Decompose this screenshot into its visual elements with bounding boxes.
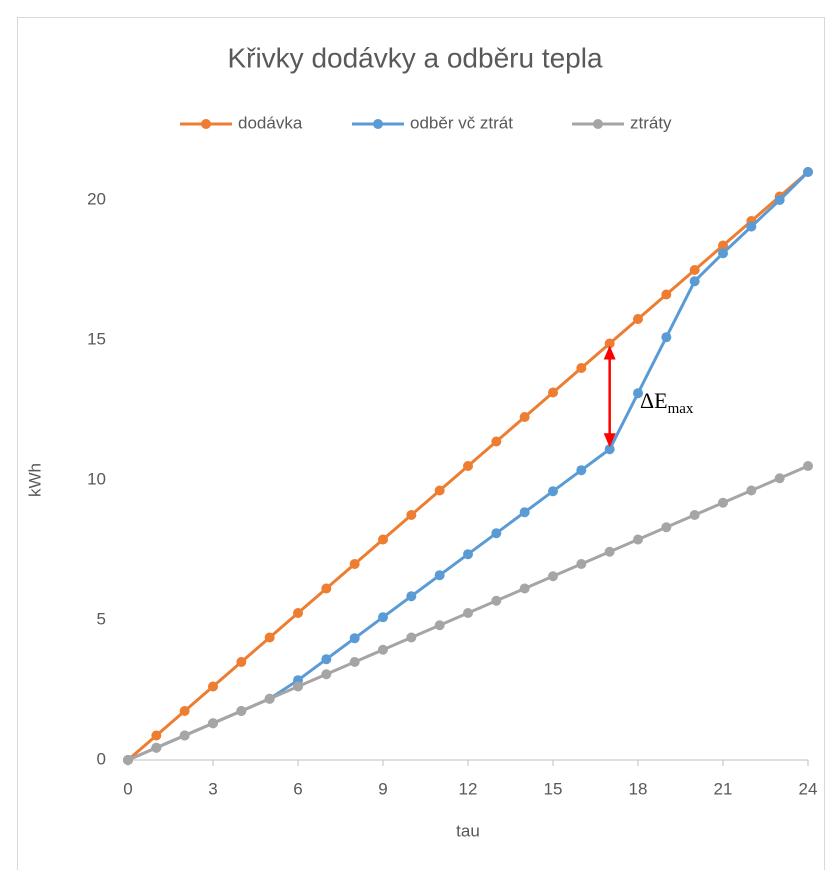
x-tick-label: 0	[123, 779, 132, 798]
data-point	[349, 633, 360, 644]
x-tick-label: 12	[459, 779, 478, 798]
data-point	[349, 657, 360, 667]
chart-title: Křivky dodávky a odběru tepla	[227, 42, 603, 73]
data-point	[179, 706, 190, 716]
data-point	[604, 546, 615, 557]
annotation-main: ΔE	[640, 388, 668, 413]
data-point	[718, 240, 728, 251]
data-point	[208, 681, 218, 692]
data-point	[463, 549, 473, 560]
data-point	[491, 528, 502, 539]
x-tick-label: 21	[714, 779, 733, 798]
data-point	[548, 486, 558, 497]
data-point	[406, 510, 417, 520]
data-point	[746, 221, 757, 232]
data-point	[718, 248, 728, 259]
chart-border	[17, 17, 825, 870]
x-tick-label: 9	[378, 779, 387, 798]
data-point	[151, 730, 162, 741]
data-point	[378, 534, 388, 545]
data-point	[548, 571, 558, 582]
data-point	[633, 314, 643, 324]
data-point	[519, 412, 530, 422]
data-point	[689, 276, 700, 287]
data-point	[548, 387, 558, 398]
data-point	[463, 608, 473, 618]
series	[123, 461, 813, 765]
data-point	[774, 473, 785, 484]
data-point	[604, 338, 615, 349]
data-point	[208, 718, 218, 729]
data-point	[349, 559, 360, 569]
y-axis-title: kWh	[25, 463, 44, 497]
data-point	[576, 363, 587, 373]
arrow-head	[603, 433, 616, 448]
data-point	[661, 522, 672, 533]
data-point	[321, 654, 332, 665]
x-tick-label: 18	[629, 779, 648, 798]
data-point	[661, 332, 672, 343]
data-point	[378, 612, 388, 623]
data-point	[633, 388, 643, 399]
y-tick-label: 5	[97, 609, 106, 628]
data-point	[774, 195, 785, 205]
y-tick-label: 0	[97, 749, 106, 768]
data-point	[236, 706, 247, 716]
data-point	[803, 167, 813, 177]
data-point	[519, 507, 530, 518]
data-point	[746, 485, 757, 496]
data-point	[689, 265, 700, 275]
x-tick-label: 3	[208, 779, 217, 798]
data-point	[463, 461, 473, 471]
arrow	[603, 345, 616, 448]
y-tick-label: 15	[87, 329, 106, 348]
data-point	[264, 693, 275, 704]
data-point	[803, 461, 813, 471]
data-point	[321, 583, 332, 594]
data-point	[434, 485, 445, 496]
data-point	[661, 289, 672, 300]
data-point	[633, 534, 643, 545]
y-tick-label: 10	[87, 469, 106, 488]
data-point	[378, 644, 388, 655]
data-point	[293, 608, 303, 618]
y-tick-label: 20	[87, 189, 106, 208]
annotation-subscript: max	[668, 401, 694, 417]
data-point	[293, 681, 303, 692]
x-tick-label: 6	[293, 779, 302, 798]
x-tick-label: 24	[799, 779, 818, 798]
legend-label: dodávka	[238, 113, 303, 132]
data-point	[491, 436, 502, 447]
legend-marker	[373, 119, 383, 129]
data-point	[519, 583, 530, 594]
data-point	[718, 497, 728, 508]
legend-label: ztráty	[630, 113, 672, 132]
data-point	[236, 657, 247, 667]
data-point	[491, 595, 502, 606]
data-point	[604, 444, 615, 455]
data-point	[689, 510, 700, 520]
data-point	[576, 465, 587, 476]
data-point	[406, 632, 417, 643]
x-axis-title: tau	[456, 821, 480, 840]
x-tick-label: 15	[544, 779, 563, 798]
legend-marker	[593, 119, 603, 129]
legend-label: odběr vč ztrát	[410, 113, 513, 132]
data-point	[406, 591, 417, 602]
data-point	[434, 620, 445, 631]
data-point	[434, 570, 445, 581]
data-point	[151, 742, 162, 753]
data-point	[576, 559, 587, 569]
legend-marker	[201, 119, 211, 129]
data-point	[123, 755, 133, 765]
data-point	[264, 632, 275, 643]
arrow-head	[603, 345, 616, 360]
annotation: ΔEmax	[640, 388, 694, 417]
data-point	[179, 730, 190, 741]
data-point	[321, 669, 332, 680]
